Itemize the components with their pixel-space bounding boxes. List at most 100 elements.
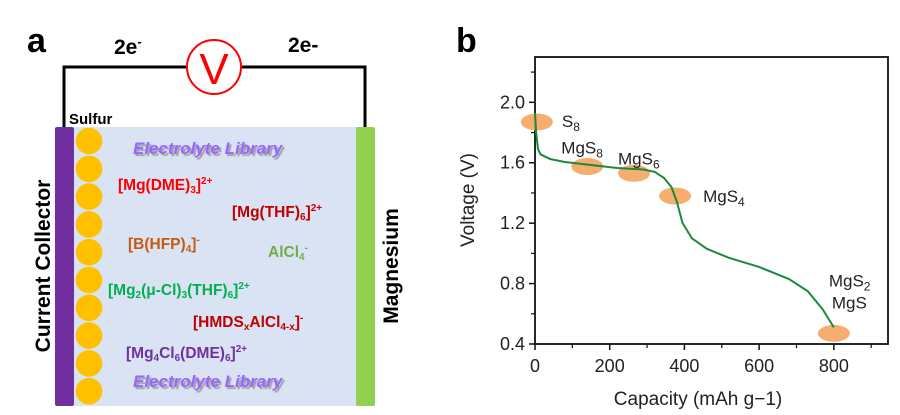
sulfur-label: Sulfur [69,111,112,128]
y-tick-label: 2.0 [500,92,525,112]
formula-part: 4 [185,244,192,255]
formula-part: 6 [227,290,234,301]
sulfur-particle [75,350,103,377]
voltmeter-icon [186,39,242,95]
formula-part: ] [233,282,239,299]
phase-label: MgS8 [561,139,603,161]
label-part: MgS [703,187,738,206]
sulfur-particle [75,322,103,349]
y-tick-label: 0.8 [500,274,525,294]
label-part: 8 [596,147,603,161]
species-mg-dme3: [Mg(DME)3]2+ [118,177,212,196]
electrolyte-region [74,127,357,406]
x-tick-label: 200 [595,356,625,376]
sulfur-particle [75,155,103,183]
x-tick-label: 600 [744,356,774,376]
phase-label: MgS [832,293,867,312]
electron-left-label: 2e- [114,34,142,60]
sulfur-particle [75,183,103,210]
sulfur-particle [75,377,103,405]
formula-part: ] [294,314,300,331]
formula-part: [B(HFP) [128,236,186,253]
formula-part: - [196,235,200,246]
formula-part: ] [305,204,311,221]
y-tick-label: 0.4 [500,334,525,354]
magnesium-label: Magnesium [380,208,403,324]
sulfur-particle [75,238,103,266]
label-part: 6 [653,157,660,171]
x-axis-label: Capacity (mAh g−1) [614,389,782,410]
species-b-hfp4: [B(HFP)4]- [128,236,200,255]
species-hmds-alcl: [HMDSxAlCl4-x]- [193,314,303,333]
formula-part: 6 [174,353,181,364]
label-part: S [562,112,573,131]
label-part: 2 [864,279,871,293]
formula-part: [Mg [126,345,154,362]
label-part: MgS [561,139,596,158]
voltage-capacity-chart: Voltage (V) Capacity (mAh g−1) 0 200 400 60… [458,56,889,410]
electrolyte-library-bottom: Electrolyte Library [133,372,283,391]
cell-diagram: V Sulfur [55,39,375,406]
formula-part: [Mg [108,282,136,299]
formula-part: 4-x [280,322,295,333]
label-part: 4 [738,195,745,209]
species-alcl4: AlCl4- [268,244,308,263]
formula-part: 4 [153,353,160,364]
formula-part: 2+ [201,176,213,187]
wire-right [242,65,367,127]
phase-marker [817,324,850,342]
current-collector-bar [55,127,74,406]
electron-left-text: 2e [114,36,138,59]
magnesium-bar [356,127,375,406]
formula-part: [Mg(THF) [232,204,300,221]
label-part: MgS [829,271,864,290]
discharge-curve [534,112,835,328]
formula-part: 2+ [238,281,250,292]
formula-part: [Mg(DME) [118,177,191,194]
species-mg4cl6-dme6: [Mg4Cl6(DME)6]2+ [126,345,247,364]
sulfur-particle [75,211,103,238]
y-axis-label: Voltage (V) [458,153,479,247]
plot-frame [534,56,889,345]
sulfur-particle [75,294,103,322]
phase-marker [571,158,604,176]
phase-label: S8 [562,112,580,134]
formula-part: ] [191,236,197,253]
formula-part: - [300,313,304,324]
formula-part: 3 [190,185,196,196]
formula-part: 2 [135,290,142,301]
label-part: MgS [618,149,653,168]
species-mg2-cl3-thf6: [Mg2(μ-Cl)3(THF)6]2+ [108,282,250,301]
species-mg-thf6: [Mg(THF)6]2+ [232,204,322,223]
sulfur-particles [75,127,103,405]
formula-part: 2+ [235,344,248,355]
formula-part: AlCl [249,314,281,331]
formula-part: Cl [159,345,175,362]
label-part: 8 [573,120,580,134]
formula-part: ] [195,177,202,194]
panel-a-label: a [27,22,46,60]
x-tick-label: 800 [819,356,849,376]
formula-part: 4 [299,252,305,263]
phase-label: MgS2 [829,271,871,293]
formula-part: (μ-Cl) [141,282,182,299]
label-part: MgS [832,293,867,312]
electron-right-label: 2e- [288,34,319,57]
electron-left-charge: - [137,34,142,49]
formula-part: 6 [300,212,306,223]
wire-left [62,65,186,127]
formula-part: (THF) [187,282,228,299]
formula-part: 6 [224,353,231,364]
sulfur-particle [75,127,103,155]
formula-part: [HMDS [193,314,244,331]
sulfur-particle [75,266,103,294]
y-tick-label: 1.2 [500,213,525,233]
formula-part: 3 [181,290,188,301]
y-tick-label: 1.6 [500,153,525,173]
phase-label: MgS6 [618,149,660,171]
phase-marker [520,113,553,131]
formula-part: x [243,322,250,333]
phase-label: MgS4 [703,187,745,209]
formula-part: - [304,243,308,254]
